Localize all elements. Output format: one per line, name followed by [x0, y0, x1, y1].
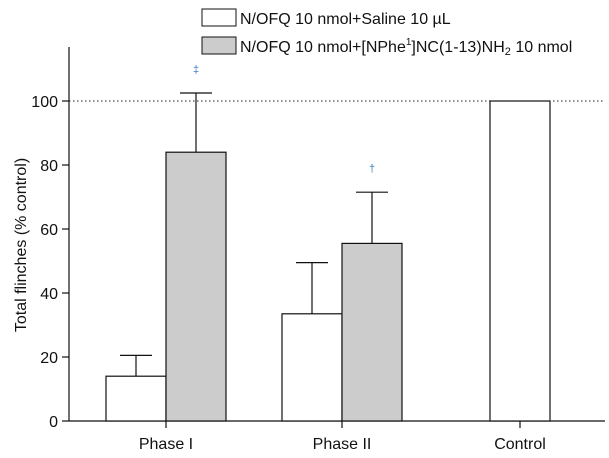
y-tick-label-40: 40	[40, 286, 58, 303]
bar-s0-2	[489, 100, 551, 422]
plot-area: 0 20 40 60 80 100 Phase I Phase II Control ‡ †	[31, 47, 605, 453]
x-tick-label-0: Phase I	[139, 436, 193, 453]
significance-marker-0: ‡	[193, 64, 199, 76]
legend-swatch-nphe	[201, 36, 237, 55]
legend-swatch-saline	[201, 8, 237, 27]
legend-item-saline: N/OFQ 10 nmol+Saline 10 µL	[201, 8, 451, 28]
significance-marker-1: †	[369, 163, 375, 175]
bar-s1-1	[341, 242, 403, 422]
legend-label-nphe: N/OFQ 10 nmol+[NPhe1]NC(1-13)NH2 10 nmol	[240, 37, 572, 58]
y-axis-label: Total flinches (% control)	[13, 158, 30, 332]
x-tick-label-1: Phase II	[313, 436, 372, 453]
y-tick-label-80: 80	[40, 158, 58, 175]
legend-item-nphe: N/OFQ 10 nmol+[NPhe1]NC(1-13)NH2 10 nmol	[201, 36, 572, 58]
y-tick-label-60: 60	[40, 222, 58, 239]
bar-s1-0	[165, 151, 227, 422]
bar-s0-0	[105, 375, 167, 422]
x-tick-label-2: Control	[494, 436, 546, 453]
legend: N/OFQ 10 nmol+Saline 10 µL N/OFQ 10 nmol…	[201, 8, 572, 58]
y-tick-label-20: 20	[40, 350, 58, 367]
legend-label-saline: N/OFQ 10 nmol+Saline 10 µL	[240, 11, 451, 28]
y-tick-label-0: 0	[49, 414, 58, 431]
y-tick-label-100: 100	[31, 94, 58, 111]
bar-s0-1	[281, 313, 343, 422]
